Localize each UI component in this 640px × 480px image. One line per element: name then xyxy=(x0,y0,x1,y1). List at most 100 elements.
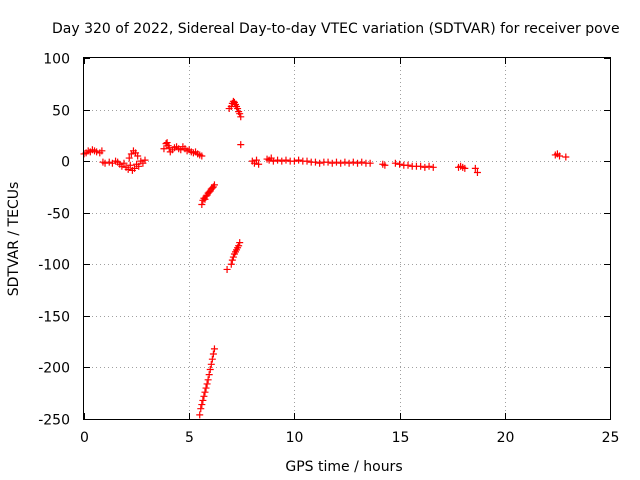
data-point xyxy=(203,380,211,388)
data-points xyxy=(80,97,570,419)
data-point xyxy=(421,163,429,171)
x-tick-label: 0 xyxy=(80,430,89,446)
data-point xyxy=(208,355,216,363)
data-point xyxy=(328,159,336,167)
data-point xyxy=(201,388,209,396)
data-point xyxy=(311,158,319,166)
data-point xyxy=(101,159,109,167)
data-point xyxy=(235,242,243,250)
data-point xyxy=(255,160,263,168)
y-tick-label: -250 xyxy=(38,413,70,429)
data-point xyxy=(207,360,215,368)
data-point xyxy=(228,256,236,264)
grid-lines xyxy=(84,58,610,419)
y-tick-label: 0 xyxy=(61,155,70,171)
data-point xyxy=(396,160,404,168)
data-point xyxy=(201,195,209,203)
data-point xyxy=(274,156,282,164)
data-point xyxy=(160,145,168,153)
y-tick-label: -50 xyxy=(47,207,70,223)
data-point xyxy=(126,161,134,169)
data-point xyxy=(199,396,207,404)
data-point xyxy=(197,405,205,413)
y-tick-label: 50 xyxy=(52,104,70,120)
data-point xyxy=(556,152,564,160)
data-point xyxy=(295,156,303,164)
data-point xyxy=(278,157,286,165)
data-point xyxy=(98,147,106,155)
data-point xyxy=(366,159,374,167)
x-tick-label: 10 xyxy=(286,430,304,446)
axis-ticks xyxy=(84,58,611,420)
data-point xyxy=(236,239,244,247)
data-point xyxy=(223,265,231,273)
data-point xyxy=(234,105,242,113)
data-point xyxy=(236,110,244,118)
data-point xyxy=(332,158,340,166)
data-point xyxy=(337,159,345,167)
chart-title: Day 320 of 2022, Sidereal Day-to-day VTE… xyxy=(52,21,620,37)
data-point xyxy=(341,158,349,166)
data-point xyxy=(269,157,277,165)
data-point xyxy=(205,371,213,379)
data-point xyxy=(229,253,237,261)
data-point xyxy=(120,159,128,167)
data-point xyxy=(290,157,298,165)
data-point xyxy=(358,158,366,166)
data-point xyxy=(237,141,245,149)
y-tick-labels: 100 50 0 -50 -100 -150 -200 -250 xyxy=(38,52,70,429)
y-tick-label: -150 xyxy=(38,310,70,326)
data-point xyxy=(381,161,389,169)
x-tick-label: 15 xyxy=(392,430,410,446)
x-tick-label: 20 xyxy=(497,430,515,446)
x-tick-labels: 0 5 10 15 20 25 xyxy=(80,430,619,446)
data-point xyxy=(141,156,149,164)
data-point xyxy=(324,158,332,166)
data-point xyxy=(198,200,206,208)
data-point xyxy=(429,163,437,171)
data-point xyxy=(134,152,142,160)
data-point xyxy=(237,113,245,121)
data-point xyxy=(404,161,412,169)
data-point xyxy=(196,411,204,419)
data-point xyxy=(204,376,212,384)
data-point xyxy=(471,164,479,172)
data-point xyxy=(227,260,235,268)
data-point xyxy=(345,159,353,167)
data-point xyxy=(210,345,218,353)
y-tick-label: -100 xyxy=(38,258,70,274)
data-point xyxy=(391,159,399,167)
data-point xyxy=(124,165,132,173)
data-point xyxy=(562,153,570,161)
data-point xyxy=(135,162,143,170)
data-point xyxy=(461,164,469,172)
y-tick-label: 100 xyxy=(43,52,70,68)
data-point xyxy=(354,159,362,167)
data-point xyxy=(316,159,324,167)
data-point xyxy=(163,139,171,147)
data-point xyxy=(202,384,210,392)
data-point xyxy=(200,392,208,400)
data-point xyxy=(198,152,206,160)
data-point xyxy=(349,158,357,166)
data-point xyxy=(417,162,425,170)
data-point xyxy=(210,181,218,189)
x-axis-label: GPS time / hours xyxy=(285,459,402,475)
data-point xyxy=(93,148,101,156)
data-point xyxy=(473,168,481,176)
data-point xyxy=(206,365,214,373)
data-point xyxy=(425,162,433,170)
data-point xyxy=(105,158,113,166)
data-point xyxy=(209,350,217,358)
data-point xyxy=(253,156,261,164)
data-point xyxy=(130,164,138,172)
data-point xyxy=(125,154,133,162)
x-tick-label: 5 xyxy=(185,430,194,446)
data-point xyxy=(282,156,290,164)
y-axis-label: SDTVAR / TECUs xyxy=(6,182,22,297)
data-point xyxy=(198,401,206,409)
y-tick-label: -200 xyxy=(38,361,70,377)
data-point xyxy=(303,157,311,165)
